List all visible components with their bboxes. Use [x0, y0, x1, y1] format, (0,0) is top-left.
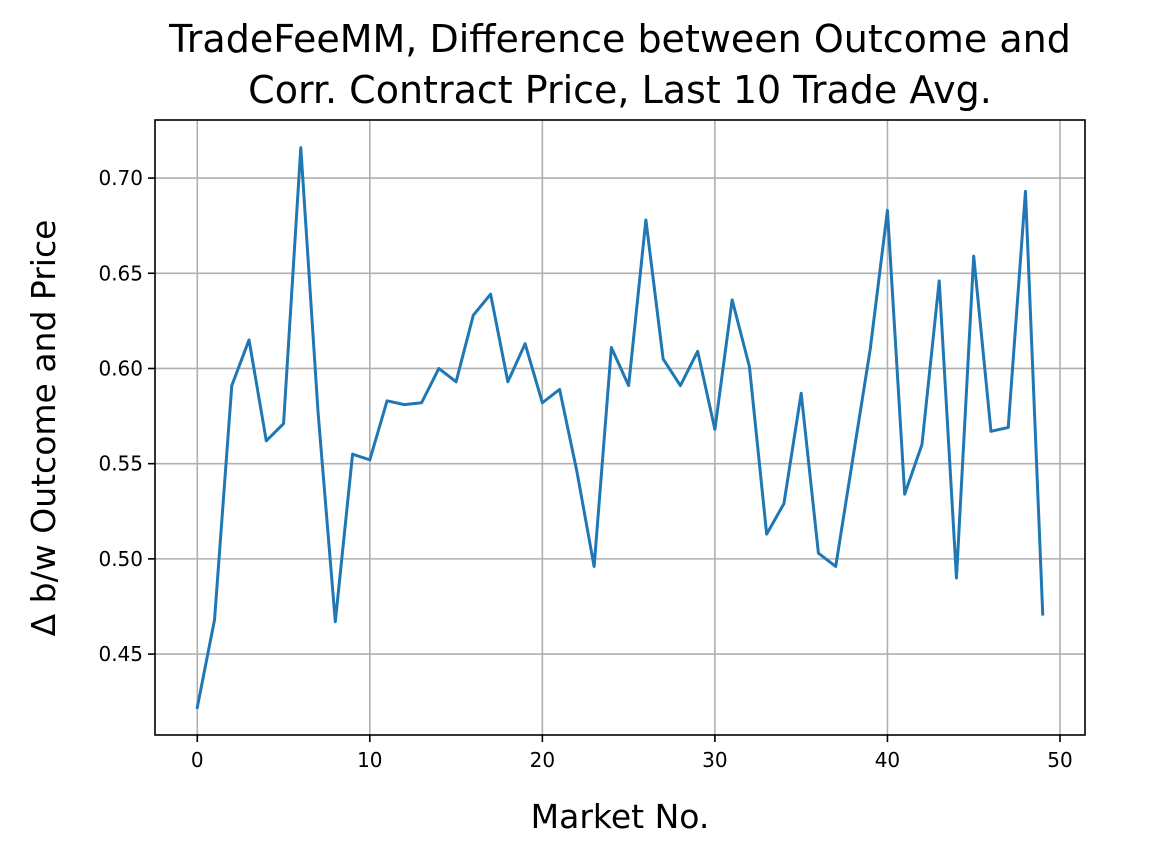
x-tick-label: 50 [1047, 748, 1072, 772]
chart-title-line2: Corr. Contract Price, Last 10 Trade Avg. [248, 68, 992, 112]
y-axis-label: Δ b/w Outcome and Price [24, 220, 63, 637]
y-tick-label: 0.65 [98, 261, 143, 285]
chart-title-line1: TradeFeeMM, Difference between Outcome a… [168, 17, 1071, 61]
y-tick-label: 0.70 [98, 166, 143, 190]
y-tick-label: 0.50 [98, 547, 143, 571]
series-line [195, 146, 1045, 710]
y-tick-label: 0.55 [98, 452, 143, 476]
x-tick-label: 20 [530, 748, 555, 772]
x-tick-label: 40 [875, 748, 900, 772]
x-axis-label: Market No. [531, 797, 710, 836]
ticks: 0 10 20 30 40 50 0.45 0.50 0.55 0.60 0.65 0.70 [98, 166, 1072, 772]
x-tick-label: 30 [702, 748, 727, 772]
data-points [197, 147, 1043, 708]
grid [155, 120, 1085, 735]
plot-frame [154, 119, 1086, 736]
y-tick-label: 0.60 [98, 356, 143, 380]
x-tick-label: 0 [191, 748, 204, 772]
y-tick-label: 0.45 [98, 642, 143, 666]
x-tick-label: 10 [357, 748, 382, 772]
